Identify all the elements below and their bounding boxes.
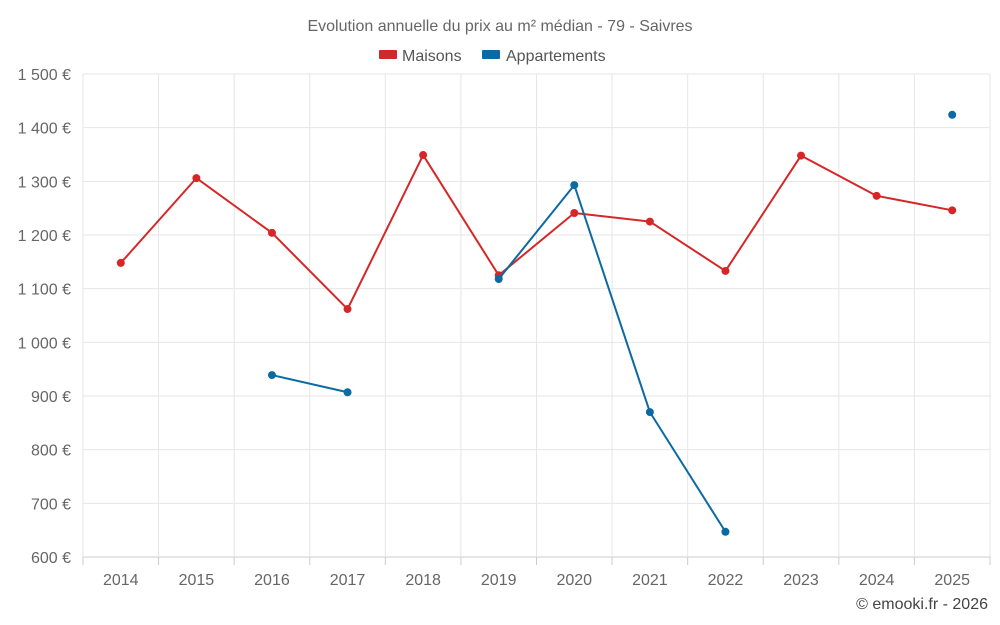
y-tick-label: 1 100 € <box>18 282 71 299</box>
data-point-appartements[interactable] <box>267 371 276 380</box>
data-point-maisons[interactable] <box>948 206 957 215</box>
grid <box>82 73 991 565</box>
data-point-appartements[interactable] <box>645 408 654 417</box>
y-tick-label: 1 500 € <box>18 67 71 84</box>
legend: Maisons Appartements <box>379 48 606 65</box>
x-tick-label: 2015 <box>179 572 215 589</box>
x-axis-ticks: 2014 2015 2016 2017 2018 2019 2020 2021 2022 2023… <box>103 572 970 589</box>
x-tick-label: 2017 <box>330 572 366 589</box>
legend-label-maisons: Maisons <box>402 48 462 65</box>
data-point-appartements[interactable] <box>494 275 503 284</box>
data-point-maisons[interactable] <box>343 305 352 314</box>
chart-title: Evolution annuelle du prix au m² médian … <box>307 18 692 35</box>
series-line-maisons <box>120 154 953 311</box>
y-tick-label: 1 000 € <box>18 335 71 352</box>
y-tick-label: 1 400 € <box>18 121 71 138</box>
data-point-maisons[interactable] <box>570 208 579 217</box>
data-point-appartements[interactable] <box>948 110 957 119</box>
data-point-maisons[interactable] <box>116 258 125 267</box>
y-tick-label: 800 € <box>31 443 71 460</box>
legend-item-maisons[interactable]: Maisons <box>379 48 462 65</box>
x-tick-label: 2025 <box>934 572 970 589</box>
series-line-appartements <box>497 184 727 533</box>
data-point-maisons[interactable] <box>192 174 201 183</box>
data-point-appartements[interactable] <box>343 388 352 397</box>
data-point-maisons[interactable] <box>721 266 730 275</box>
data-point-maisons[interactable] <box>645 217 654 226</box>
legend-label-appartements: Appartements <box>506 48 606 65</box>
data-point-appartements[interactable] <box>570 181 579 190</box>
x-tick-label: 2019 <box>481 572 517 589</box>
data-point-maisons[interactable] <box>797 151 806 160</box>
data-point-maisons[interactable] <box>267 228 276 237</box>
y-tick-label: 900 € <box>31 389 71 406</box>
series-line-appartements <box>271 374 348 394</box>
x-tick-label: 2020 <box>556 572 592 589</box>
y-tick-label: 1 200 € <box>18 228 71 245</box>
legend-item-appartements[interactable]: Appartements <box>482 48 606 65</box>
x-tick-label: 2018 <box>405 572 441 589</box>
x-tick-label: 2016 <box>254 572 290 589</box>
y-axis-ticks: 600 € 700 € 800 € 900 € 1 000 € 1 100 € 1 200 … <box>18 67 71 567</box>
legend-swatch-appartements <box>482 50 500 59</box>
series-layer <box>116 110 957 536</box>
x-tick-label: 2021 <box>632 572 668 589</box>
x-tick-label: 2014 <box>103 572 139 589</box>
y-tick-label: 600 € <box>31 550 71 567</box>
x-tick-label: 2023 <box>783 572 819 589</box>
data-point-maisons[interactable] <box>419 151 428 160</box>
x-tick-label: 2022 <box>708 572 744 589</box>
y-tick-label: 700 € <box>31 496 71 513</box>
credit-text: © emooki.fr - 2026 <box>856 596 988 613</box>
y-tick-label: 1 300 € <box>18 174 71 191</box>
data-point-appartements[interactable] <box>721 527 730 536</box>
legend-swatch-maisons <box>379 50 397 59</box>
x-tick-label: 2024 <box>859 572 895 589</box>
data-point-maisons[interactable] <box>872 191 881 200</box>
